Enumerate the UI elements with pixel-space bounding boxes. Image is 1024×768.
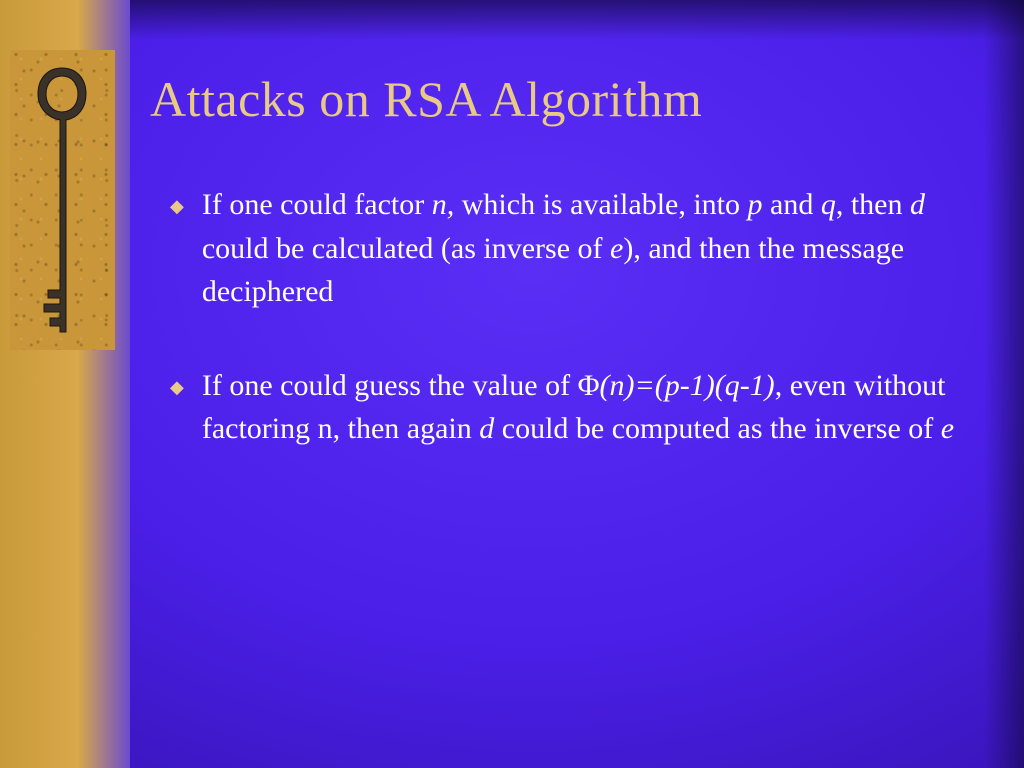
- key-image-panel: [10, 50, 115, 350]
- vignette-top: [130, 0, 1024, 40]
- bullet-text: If one could guess the value of Φ(n)=(p-…: [202, 364, 984, 451]
- bullet-marker-icon: ◆: [170, 193, 184, 314]
- antique-key-icon: [30, 60, 95, 340]
- vignette-right: [984, 0, 1024, 768]
- bullet-marker-icon: ◆: [170, 374, 184, 451]
- slide-content: Attacks on RSA Algorithm ◆ If one could …: [130, 0, 1024, 768]
- bullet-text: If one could factor n, which is availabl…: [202, 183, 984, 314]
- bullet-item: ◆ If one could guess the value of Φ(n)=(…: [170, 364, 984, 451]
- sidebar-accent: [0, 0, 130, 768]
- bullet-list: ◆ If one could factor n, which is availa…: [150, 183, 984, 451]
- slide-title: Attacks on RSA Algorithm: [150, 70, 984, 128]
- bullet-item: ◆ If one could factor n, which is availa…: [170, 183, 984, 314]
